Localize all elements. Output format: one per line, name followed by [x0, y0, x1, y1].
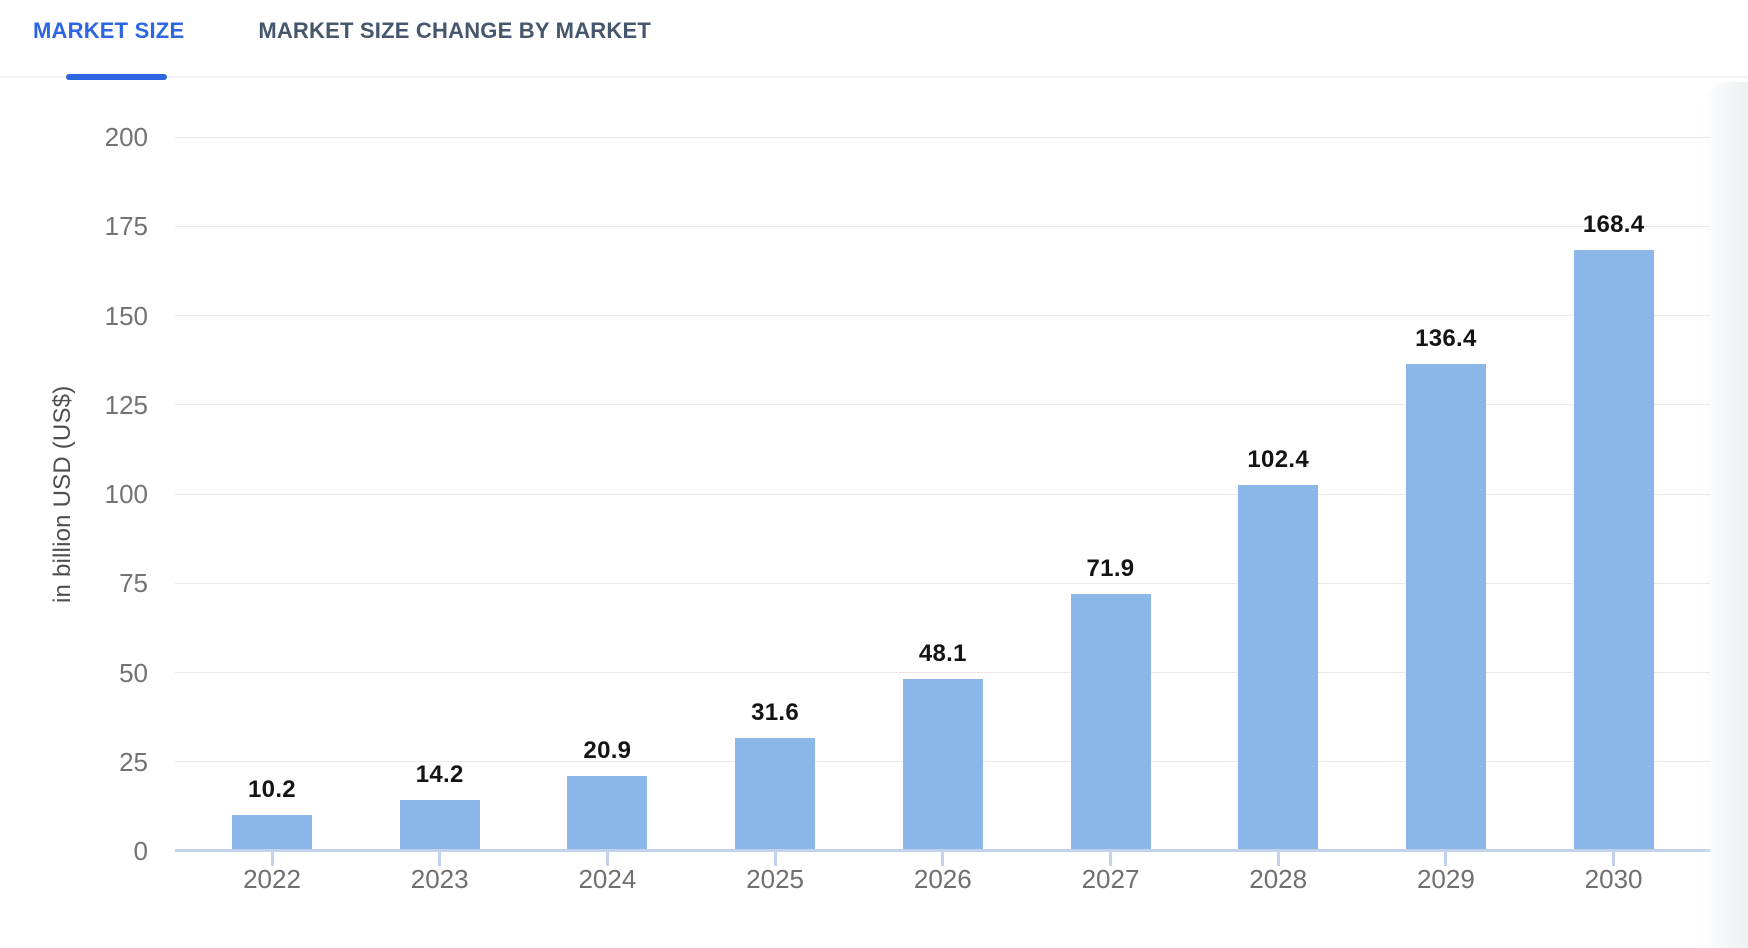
x-tick-label-2027: 2027 [1081, 864, 1140, 894]
y-tick-label-175: 175 [104, 211, 148, 242]
x-axis-line [175, 849, 1710, 852]
gridline-50 [175, 672, 1710, 673]
bar-2025[interactable] [735, 738, 816, 851]
bar-value-label-2027: 71.9 [1086, 555, 1135, 583]
x-tick-label-2023: 2023 [410, 864, 469, 894]
y-tick-label-50: 50 [119, 657, 148, 688]
bar-value-label-2026: 48.1 [918, 640, 967, 668]
y-tick-label-125: 125 [104, 389, 148, 420]
y-tick-label-0: 0 [133, 836, 148, 866]
x-tick-2023 [438, 851, 442, 866]
x-tick-2028 [1276, 851, 1280, 866]
gridline-100 [175, 493, 1710, 495]
y-tick-label-75: 75 [119, 568, 148, 599]
bar-value-label-2029: 136.4 [1415, 325, 1477, 353]
gridline-175 [175, 225, 1710, 227]
bar-value-label-2022: 10.2 [248, 775, 296, 803]
y-tick-label-200: 200 [104, 122, 148, 152]
y-tick-label-100: 100 [104, 479, 148, 509]
gridline-200 [175, 136, 1710, 138]
x-tick-label-2026: 2026 [913, 864, 972, 894]
bar-value-label-2024: 20.9 [583, 737, 632, 765]
bar-2030[interactable] [1573, 249, 1654, 851]
x-tick-2022 [270, 851, 274, 866]
x-tick-2024 [605, 851, 609, 866]
bar-value-label-2023: 14.2 [415, 761, 464, 789]
tab-market-size-change-by-market[interactable]: MARKET SIZE CHANGE BY MARKET [258, 18, 651, 43]
right-edge-fade [1700, 82, 1748, 948]
y-tick-label-25: 25 [119, 746, 148, 777]
gridline-75 [175, 582, 1710, 584]
bar-2027[interactable] [1070, 594, 1151, 851]
bar-value-label-2030: 168.4 [1582, 210, 1645, 238]
x-tick-label-2024: 2024 [578, 864, 637, 894]
x-tick-label-2030: 2030 [1584, 864, 1643, 894]
tab-bar: MARKET SIZE MARKET SIZE CHANGE BY MARKET [0, 0, 1748, 80]
bar-2022[interactable] [232, 814, 312, 851]
x-tick-label-2028: 2028 [1249, 864, 1308, 894]
active-tab-indicator [66, 74, 167, 80]
x-tick-2027 [1109, 851, 1112, 866]
gridline-150 [175, 315, 1710, 316]
bar-2023[interactable] [399, 800, 480, 851]
bar-value-label-2028: 102.4 [1247, 446, 1309, 474]
bar-2024[interactable] [567, 776, 648, 851]
y-tick-label-150: 150 [104, 300, 148, 331]
x-tick-label-2025: 2025 [746, 864, 805, 894]
x-tick-label-2022: 2022 [243, 864, 301, 894]
bar-2028[interactable] [1238, 485, 1319, 851]
x-tick-2030 [1612, 851, 1616, 866]
bar-2029[interactable] [1405, 364, 1486, 851]
x-tick-2025 [773, 851, 777, 866]
tab-market-size[interactable]: MARKET SIZE [33, 18, 185, 43]
x-tick-2026 [941, 851, 945, 866]
x-tick-label-2029: 2029 [1416, 864, 1475, 894]
gridline-125 [175, 404, 1710, 406]
bar-2026[interactable] [902, 679, 983, 851]
x-tick-2029 [1444, 851, 1448, 866]
bar-value-label-2025: 31.6 [751, 699, 800, 727]
